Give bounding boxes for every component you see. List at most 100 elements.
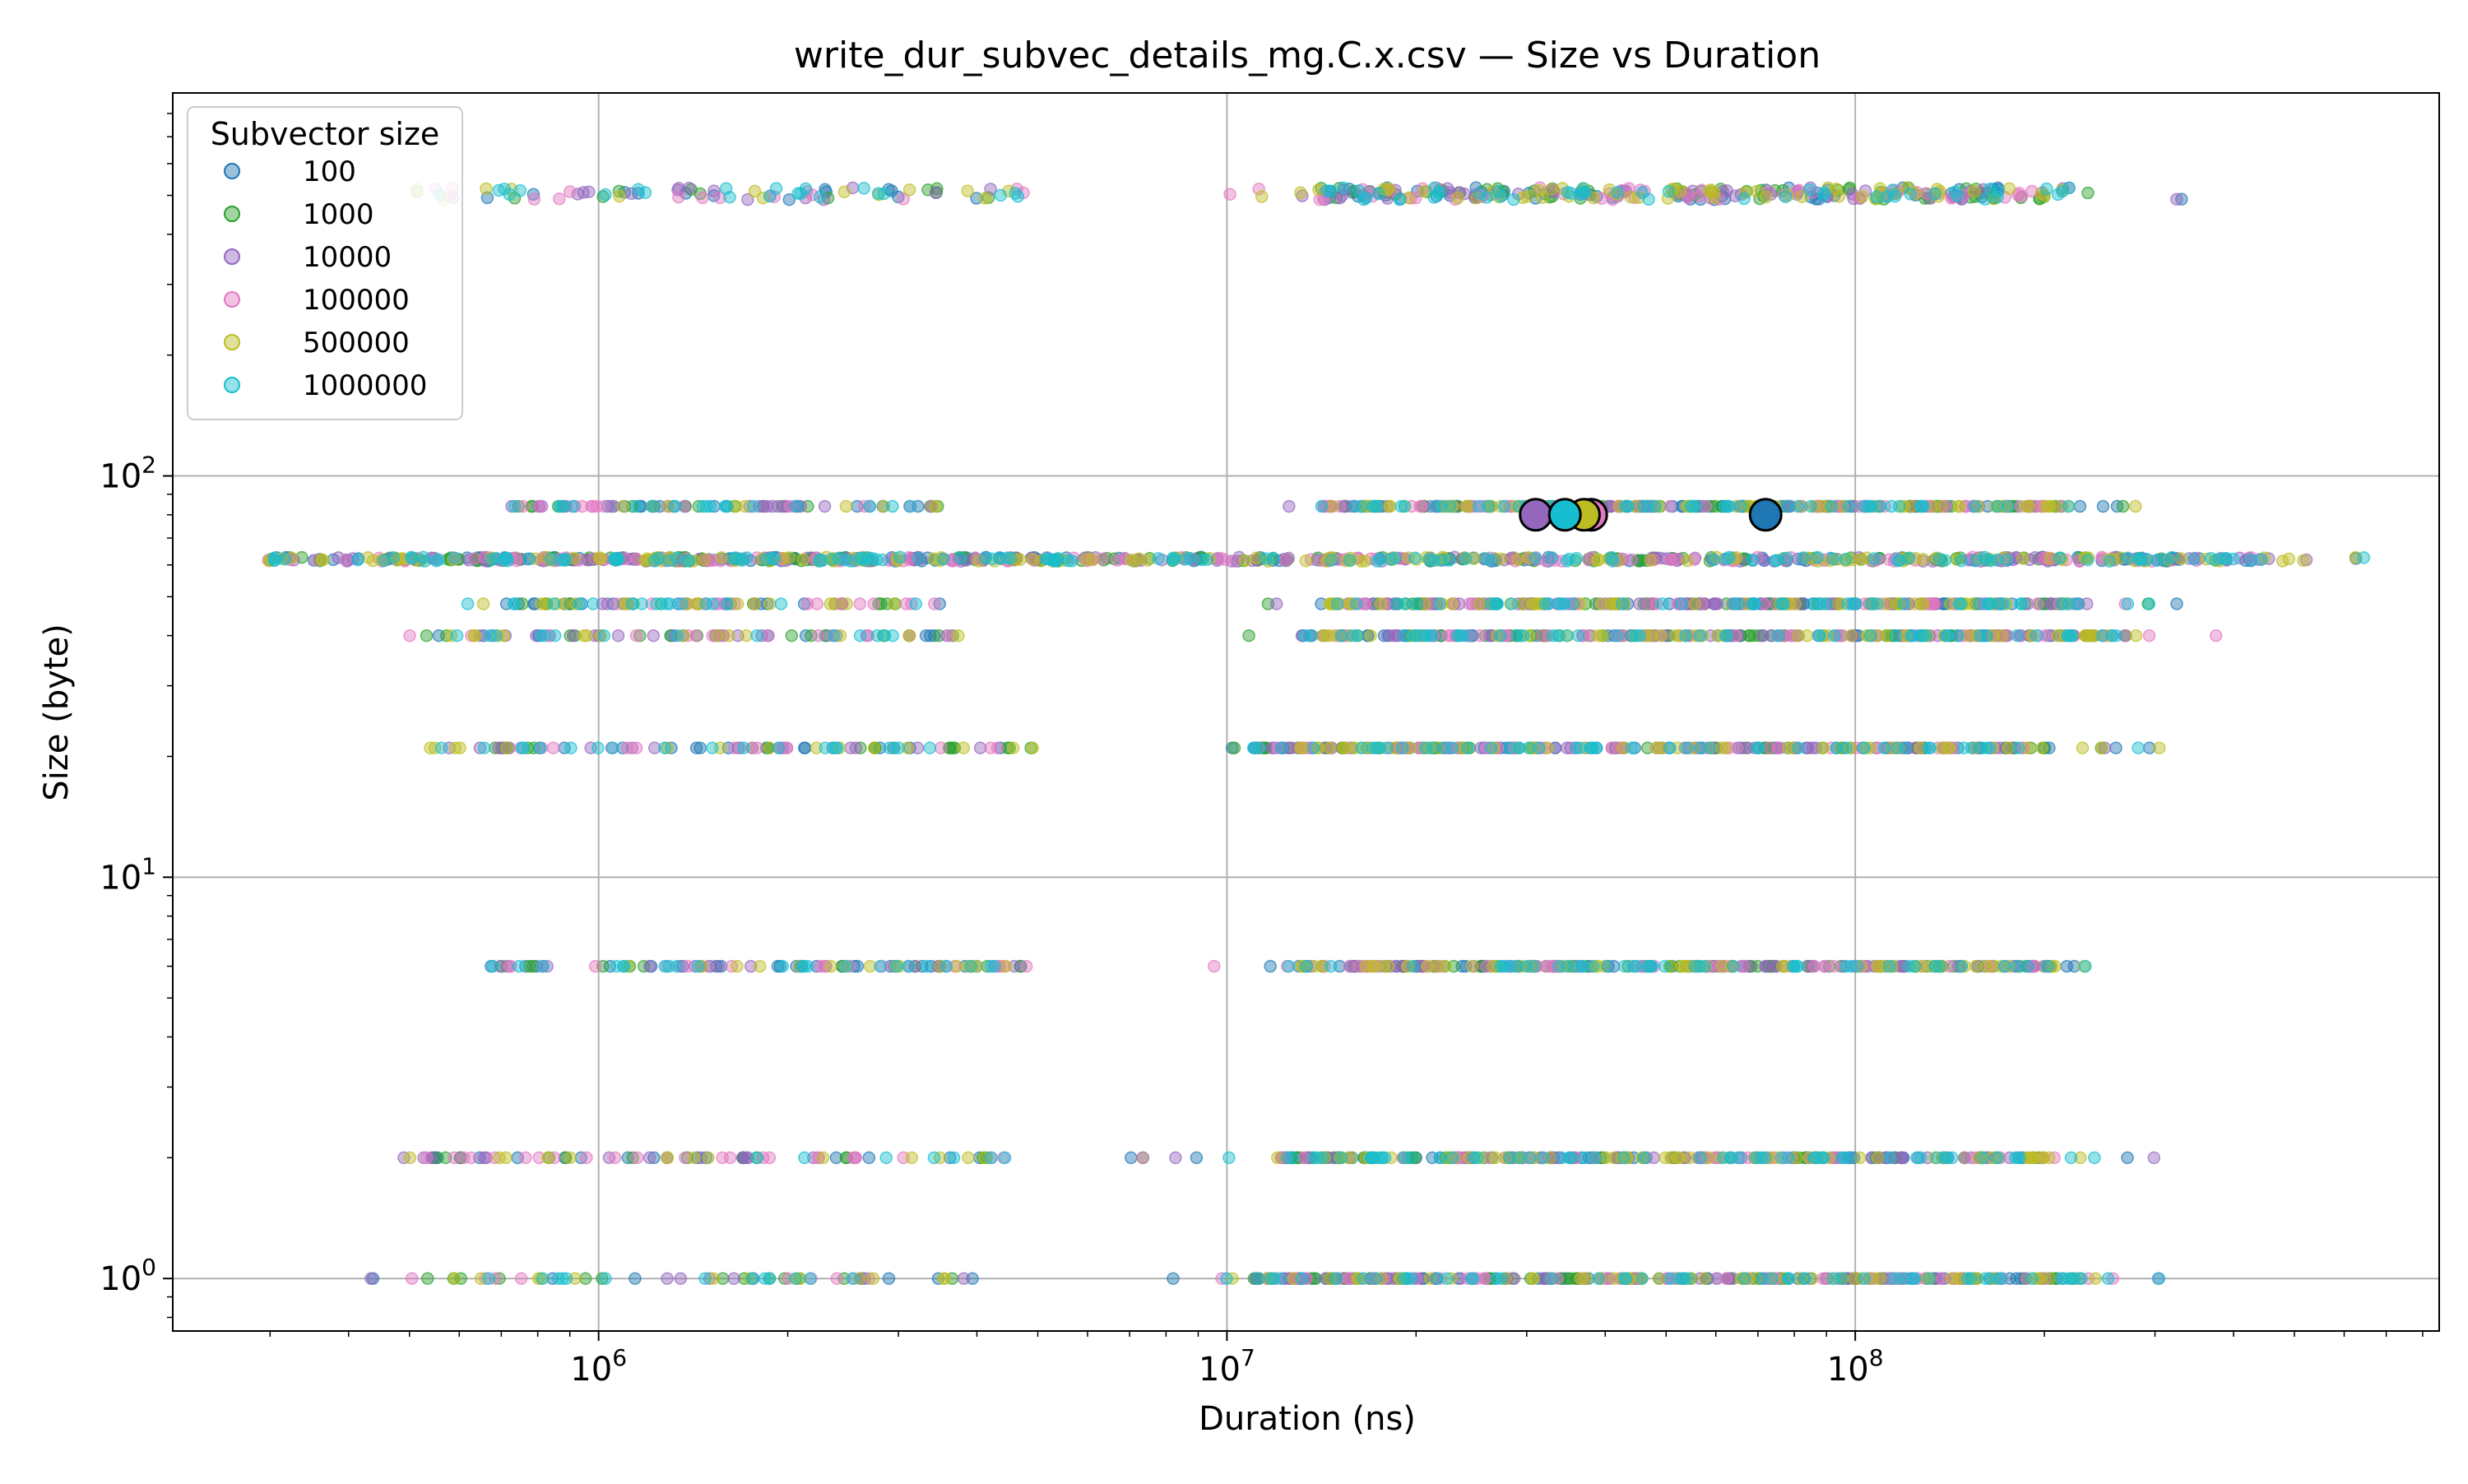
scatter-point-1000000 (1889, 628, 1903, 642)
scatter-point-100000 (1543, 959, 1557, 973)
scatter-point-1000000 (1560, 628, 1574, 642)
scatter-point-1000000 (1432, 185, 1446, 199)
scatter-point-1000000 (536, 959, 550, 973)
scatter-point-1000000 (1410, 597, 1424, 610)
highlight-point-10000 (1519, 498, 1553, 532)
scatter-point-1000000 (879, 1151, 893, 1165)
scatter-point-1000 (523, 959, 536, 973)
scatter-point-1000000 (1922, 741, 1936, 754)
scatter-point-1000000 (1658, 959, 1672, 973)
scatter-point-1000000 (1621, 499, 1635, 513)
scatter-point-1000000 (503, 188, 516, 202)
scatter-point-1000000 (1513, 1151, 1526, 1165)
scatter-point-1000000 (477, 741, 491, 754)
scatter-point-1000000 (1432, 597, 1446, 610)
scatter-point-1000000 (545, 552, 558, 566)
scatter-point-500000 (2027, 1151, 2040, 1165)
scatter-point-100 (2096, 499, 2110, 513)
scatter-point-1000000 (1902, 551, 1916, 565)
scatter-point-100000 (1827, 959, 1841, 973)
scatter-point-1000000 (947, 1151, 961, 1165)
scatter-point-1000000 (791, 187, 805, 200)
scatter-point-100000 (1719, 1272, 1733, 1285)
scatter-point-1000000 (1997, 597, 2011, 610)
scatter-point-10000 (1169, 1151, 1182, 1165)
scatter-point-1000000 (1663, 741, 1677, 754)
scatter-point-10000 (2147, 1151, 2161, 1165)
scatter-point-1000000 (1529, 551, 1542, 565)
scatter-point-1000000 (1589, 1151, 1602, 1165)
legend-marker-500000 (224, 334, 240, 350)
scatter-point-500000 (1337, 741, 1350, 754)
scatter-point-500000 (1271, 1151, 1284, 1165)
legend-label-10000: 10000 (303, 241, 392, 274)
scatter-point-1000000 (804, 1272, 817, 1285)
scatter-point-1000000 (904, 499, 917, 513)
scatter-point-500000 (1141, 554, 1155, 567)
scatter-point-1000000 (1324, 184, 1338, 197)
scatter-point-10000 (643, 959, 656, 973)
scatter-point-1000000 (1682, 1272, 1695, 1285)
scatter-point-1000000 (1267, 1272, 1281, 1285)
scatter-point-10000 (473, 741, 487, 754)
scatter-point-1000000 (2357, 551, 2370, 564)
scatter-point-1000000 (645, 499, 659, 513)
scatter-point-1000000 (1694, 628, 1707, 642)
scatter-point-1000000 (508, 499, 522, 513)
scatter-point-100 (691, 1151, 704, 1165)
scatter-point-500000 (1473, 597, 1487, 610)
scatter-point-1000000 (513, 959, 526, 973)
scatter-point-1000000 (1877, 741, 1891, 754)
scatter-point-1000000 (1527, 959, 1541, 973)
scatter-point-500000 (893, 959, 907, 973)
scatter-point-1000000 (870, 553, 884, 566)
scatter-point-10000 (2170, 192, 2183, 206)
scatter-point-1000000 (2041, 959, 2054, 973)
scatter-point-100 (944, 1151, 957, 1165)
scatter-point-1000000 (750, 628, 763, 642)
scatter-point-100000 (1352, 959, 1366, 973)
scatter-point-100000 (527, 192, 541, 206)
scatter-point-1000000 (1932, 959, 1946, 973)
scatter-point-1000000 (1393, 192, 1407, 206)
scatter-point-500000 (978, 192, 992, 205)
scatter-point-1000000 (416, 550, 430, 564)
scatter-point-500000 (837, 185, 851, 199)
scatter-point-500000 (1323, 741, 1336, 754)
legend-label-500000: 500000 (303, 327, 410, 359)
scatter-point-500000 (2034, 1272, 2048, 1285)
scatter-point-1000000 (1858, 1272, 1872, 1285)
scatter-point-1000000 (1914, 499, 1928, 513)
scatter-point-500000 (793, 1272, 806, 1285)
scatter-point-500000 (1873, 959, 1886, 973)
scatter-point-500000 (1377, 959, 1390, 973)
scatter-point-1000000 (1946, 1151, 1959, 1165)
scatter-point-100000 (405, 1272, 419, 1285)
scatter-point-1000000 (2040, 182, 2053, 196)
scatter-point-500000 (564, 1151, 577, 1165)
scatter-point-1000000 (1616, 597, 1629, 610)
scatter-point-1000000 (2103, 554, 2117, 568)
scatter-point-100000 (553, 192, 566, 206)
scatter-point-1000000 (1952, 597, 1966, 610)
legend-marker-100000 (224, 291, 240, 308)
scatter-point-1000000 (1780, 499, 1794, 513)
scatter-point-1000000 (1733, 499, 1747, 513)
scatter-point-500000 (2036, 1151, 2050, 1165)
scatter-point-1000000 (1350, 597, 1363, 610)
scatter-point-100 (694, 741, 707, 754)
scatter-point-1000000 (1919, 628, 1932, 642)
scatter-point-1000000 (1675, 597, 1689, 610)
scatter-point-1000000 (2220, 551, 2234, 565)
scatter-point-100 (862, 1151, 876, 1165)
scatter-point-1000000 (1334, 628, 1348, 642)
scatter-point-100000 (812, 1151, 826, 1165)
scatter-point-1000000 (1300, 959, 1313, 973)
scatter-point-100000 (533, 499, 546, 513)
scatter-point-1000000 (853, 628, 867, 642)
scatter-point-100000 (696, 191, 709, 205)
scatter-point-1000000 (1848, 597, 1861, 610)
scatter-point-1000000 (1791, 499, 1805, 513)
scatter-point-100000 (862, 1272, 876, 1285)
scatter-point-100000 (763, 1151, 777, 1165)
